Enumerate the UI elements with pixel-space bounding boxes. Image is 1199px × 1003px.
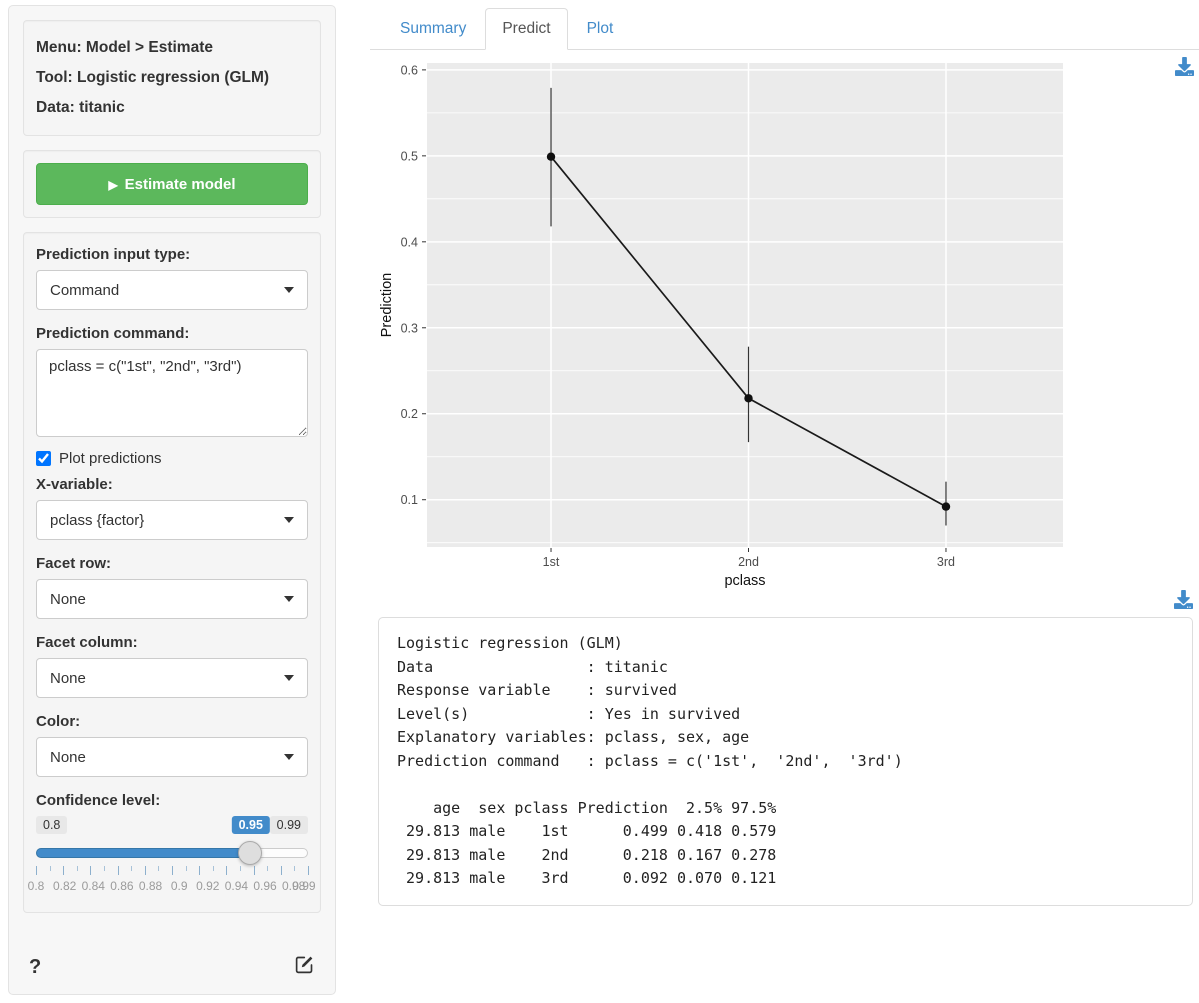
facet-row-value: None <box>50 590 86 608</box>
slider-handle[interactable] <box>238 841 263 865</box>
prediction-plot-section: 0.1 0.2 0.3 0.4 0.5 0.6 1st 2nd 3rd pclass Predict… <box>370 50 1199 590</box>
prediction-chart: 0.1 0.2 0.3 0.4 0.5 0.6 1st 2nd 3rd pclass Predict… <box>379 63 1063 589</box>
slider-min-label: 0.8 <box>36 816 68 834</box>
download-predictions-icon[interactable] <box>1174 590 1193 609</box>
tab-bar: Summary Predict Plot <box>370 8 1199 50</box>
sidebar-footer: ? <box>23 952 321 980</box>
help-icon[interactable]: ? <box>29 955 42 978</box>
download-row <box>378 590 1193 612</box>
plot-predictions-row[interactable]: Plot predictions <box>36 450 308 467</box>
sidebar: Menu: Model > Estimate Tool: Logistic re… <box>8 5 336 995</box>
prediction-output-section: Logistic regression (GLM) Data : titanic… <box>378 590 1193 906</box>
tab-predict-label: Predict <box>485 8 568 50</box>
x-variable-select[interactable]: pclass {factor} <box>36 500 308 540</box>
slider-filled-bar <box>36 848 250 858</box>
color-select[interactable]: None <box>36 737 308 777</box>
svg-text:2nd: 2nd <box>738 555 759 569</box>
tool-name: Tool: Logistic regression (GLM) <box>36 69 270 86</box>
dataset-name: Data: titanic <box>36 99 125 116</box>
chevron-down-icon <box>284 754 294 760</box>
plot-predictions-checkbox[interactable] <box>36 451 51 466</box>
svg-text:0.2: 0.2 <box>401 407 418 421</box>
tab-summary-label: Summary <box>400 20 467 37</box>
prediction-command-label: Prediction command: <box>36 325 190 342</box>
svg-text:Prediction: Prediction <box>379 273 395 337</box>
model-info-panel: Menu: Model > Estimate Tool: Logistic re… <box>23 20 321 136</box>
tab-plot-label: Plot <box>586 20 614 37</box>
prediction-controls-panel: Prediction input type: Command Predictio… <box>23 232 321 913</box>
confidence-slider[interactable]: 0.8 0.99 0.95 0.8 0.82 0.84 0.86 0.88 0.9 0.92… <box>28 816 316 900</box>
confidence-level-label: Confidence level: <box>36 792 161 809</box>
color-label: Color: <box>36 713 81 730</box>
estimate-panel: ▶ Estimate model <box>23 150 321 218</box>
svg-text:1st: 1st <box>543 555 560 569</box>
menu-breadcrumb: Menu: Model > Estimate <box>36 39 213 56</box>
facet-column-select[interactable]: None <box>36 658 308 698</box>
chevron-down-icon <box>284 596 294 602</box>
slider-track[interactable] <box>36 841 308 865</box>
slider-value-badge: 0.95 <box>231 816 270 834</box>
svg-text:0.6: 0.6 <box>401 63 418 77</box>
tab-plot[interactable]: Plot <box>570 8 631 50</box>
facet-column-value: None <box>50 669 86 687</box>
plot-predictions-label: Plot predictions <box>59 450 162 467</box>
input-type-label: Prediction input type: <box>36 246 191 263</box>
svg-text:0.3: 0.3 <box>401 321 418 335</box>
chevron-down-icon <box>284 517 294 523</box>
facet-row-select[interactable]: None <box>36 579 308 619</box>
estimate-model-button[interactable]: ▶ Estimate model <box>36 163 308 205</box>
play-icon: ▶ <box>108 177 118 192</box>
chevron-down-icon <box>284 675 294 681</box>
chevron-down-icon <box>284 287 294 293</box>
svg-text:0.5: 0.5 <box>401 149 418 163</box>
estimate-model-label: Estimate model <box>124 175 236 193</box>
x-variable-label: X-variable: <box>36 476 113 493</box>
facet-column-label: Facet column: <box>36 634 138 651</box>
prediction-command-input[interactable]: pclass = c("1st", "2nd", "3rd") <box>36 349 308 437</box>
main-panel: Summary Predict Plot 0.1 0.2 0.3 0.4 0.5 0.6 1… <box>370 0 1199 1003</box>
tab-summary[interactable]: Summary <box>383 8 483 50</box>
svg-text:3rd: 3rd <box>937 555 955 569</box>
svg-text:pclass: pclass <box>724 573 765 589</box>
x-variable-value: pclass {factor} <box>50 511 145 529</box>
svg-text:0.4: 0.4 <box>401 235 418 249</box>
slider-max-label: 0.99 <box>269 816 308 834</box>
svg-text:0.1: 0.1 <box>401 493 418 507</box>
prediction-text-output: Logistic regression (GLM) Data : titanic… <box>378 617 1193 906</box>
slider-grid: 0.8 0.82 0.84 0.86 0.88 0.9 0.92 0.94 0.96 0.98 0.… <box>28 866 316 900</box>
download-plot-icon[interactable] <box>1175 57 1194 76</box>
edit-report-icon[interactable] <box>294 954 315 980</box>
tab-predict[interactable]: Predict <box>485 8 568 50</box>
color-value: None <box>50 748 86 766</box>
input-type-select[interactable]: Command <box>36 270 308 310</box>
input-type-value: Command <box>50 281 120 299</box>
facet-row-label: Facet row: <box>36 555 112 572</box>
